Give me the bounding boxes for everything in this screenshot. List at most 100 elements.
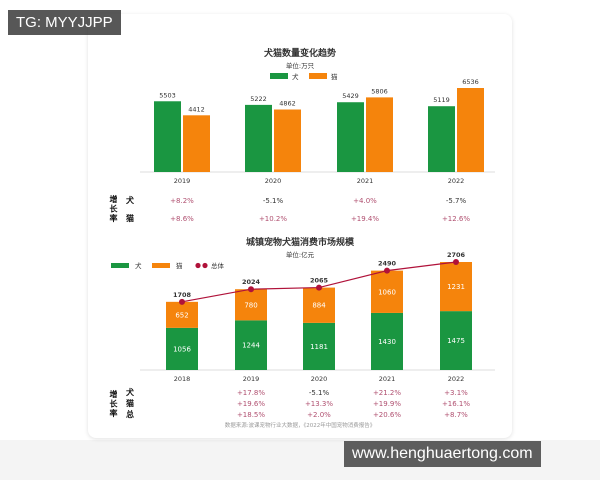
legend2-total-label: 总体 bbox=[211, 261, 225, 270]
total-label-2021: 2490 bbox=[378, 260, 397, 268]
growth-dog-2022: -5.7% bbox=[446, 197, 467, 205]
bar-label-dog-2021: 5429 bbox=[342, 92, 359, 100]
data-source-note: 数据来源:波课宠物行业大数据，《2022年中国宠物消费报告》 bbox=[225, 421, 376, 429]
stack-cat-2018 bbox=[166, 301, 198, 328]
growth2-total-2022: +8.7% bbox=[444, 411, 468, 419]
bar-label-dog-2020: 5222 bbox=[250, 95, 267, 103]
bar-label-dog-2019: 5503 bbox=[159, 91, 176, 99]
total-point-2019 bbox=[248, 286, 254, 293]
total-label-2020: 2065 bbox=[310, 277, 329, 285]
stack-dog-2018 bbox=[166, 327, 198, 370]
stack-cat-2020 bbox=[303, 287, 335, 323]
bar-cat-2022 bbox=[457, 88, 484, 172]
total-point-2021 bbox=[384, 267, 390, 274]
x2-tick-2018: 2018 bbox=[174, 375, 191, 383]
stack-cat-label-2018: 652 bbox=[175, 311, 188, 319]
chart2-growth-label: 增长率 bbox=[109, 390, 118, 419]
growth2-total-2020: +2.0% bbox=[307, 411, 331, 419]
growth2-total-2021: +20.6% bbox=[373, 411, 401, 419]
growth2-dog-2022: +3.1% bbox=[444, 389, 468, 397]
watermark-top-left: TG: MYYJJPP bbox=[8, 10, 121, 35]
x-tick-2019: 2019 bbox=[174, 177, 191, 185]
chart1-title: 犬猫数量变化趋势 bbox=[263, 47, 336, 59]
legend-cat-swatch bbox=[309, 73, 327, 79]
growth-row-label-dog: 犬 bbox=[125, 195, 134, 205]
bar-dog-2021 bbox=[337, 102, 364, 172]
growth2-row-label: 猫 bbox=[125, 398, 134, 408]
chart1-growth-label: 增长率 bbox=[109, 195, 118, 224]
bar-label-cat-2022: 6536 bbox=[462, 78, 479, 86]
x2-tick-2019: 2019 bbox=[243, 375, 260, 383]
growth-cat-2022: +12.6% bbox=[442, 215, 470, 223]
growth2-row-label: 总 bbox=[126, 409, 134, 419]
total-label-2018: 1708 bbox=[173, 291, 192, 299]
chart2-subtitle: 单位:亿元 bbox=[286, 250, 315, 259]
growth2-cat-2021: +19.9% bbox=[373, 400, 401, 408]
legend2-dog-label: 犬 bbox=[135, 261, 142, 270]
bar-label-cat-2019: 4412 bbox=[188, 105, 205, 113]
legend2-cat-swatch bbox=[152, 263, 170, 268]
legend-dog-label: 犬 bbox=[292, 72, 299, 81]
total-point-2020 bbox=[316, 284, 322, 291]
legend2-total-dot bbox=[195, 262, 201, 269]
total-label-2022: 2706 bbox=[447, 251, 466, 259]
legend2-total-dot bbox=[202, 262, 208, 269]
stack-dog-2022 bbox=[440, 311, 472, 370]
growth2-cat-2019: +19.6% bbox=[237, 400, 265, 408]
total-point-2018 bbox=[179, 298, 185, 305]
stack-cat-label-2019: 780 bbox=[244, 301, 257, 309]
growth2-row-label: 犬 bbox=[125, 387, 134, 397]
stack-dog-2019 bbox=[235, 320, 267, 370]
growth2-dog-2019: +17.8% bbox=[237, 389, 265, 397]
x2-tick-2020: 2020 bbox=[311, 375, 328, 383]
stack-dog-label-2020: 1181 bbox=[310, 343, 328, 351]
bar-dog-2019 bbox=[154, 101, 181, 172]
x2-tick-2022: 2022 bbox=[448, 375, 465, 383]
stack-cat-2022 bbox=[440, 262, 472, 312]
growth2-cat-2020: +13.3% bbox=[305, 400, 333, 408]
bar-cat-2019 bbox=[183, 115, 210, 172]
chart1-subtitle: 单位:万只 bbox=[286, 61, 315, 70]
stack-cat-2021 bbox=[371, 270, 403, 313]
growth-dog-2021: +4.0% bbox=[353, 197, 377, 205]
watermark-bottom-right: www.henghuaertong.com bbox=[344, 441, 541, 467]
stack-cat-label-2020: 884 bbox=[312, 302, 326, 310]
bar-cat-2021 bbox=[366, 97, 393, 172]
legend-cat-label: 猫 bbox=[331, 72, 338, 81]
growth2-total-2019: +18.5% bbox=[237, 411, 265, 419]
bar-dog-2022 bbox=[428, 106, 455, 172]
bar-cat-2020 bbox=[274, 109, 301, 172]
growth-dog-2019: +8.2% bbox=[170, 197, 194, 205]
legend-dog-swatch bbox=[270, 73, 288, 79]
growth-cat-2020: +10.2% bbox=[259, 215, 287, 223]
stack-dog-2020 bbox=[303, 322, 335, 370]
stack-dog-label-2022: 1475 bbox=[447, 337, 465, 345]
x2-tick-2021: 2021 bbox=[379, 375, 396, 383]
total-point-2022 bbox=[453, 259, 459, 265]
growth-row-label-cat: 猫 bbox=[125, 213, 134, 223]
growth-cat-2019: +8.6% bbox=[170, 215, 194, 223]
stack-cat-label-2021: 1060 bbox=[378, 288, 396, 296]
bar-label-dog-2022: 5119 bbox=[433, 96, 450, 104]
legend2-cat-label: 猫 bbox=[176, 261, 183, 270]
x-tick-2022: 2022 bbox=[448, 177, 465, 185]
stack-dog-label-2019: 1244 bbox=[242, 342, 260, 350]
growth-dog-2020: -5.1% bbox=[263, 197, 284, 205]
legend2-dog-swatch bbox=[111, 263, 129, 268]
growth2-cat-2022: +16.1% bbox=[442, 400, 470, 408]
growth2-dog-2021: +21.2% bbox=[373, 389, 401, 397]
growth-cat-2021: +19.4% bbox=[351, 215, 379, 223]
stack-dog-label-2018: 1056 bbox=[173, 345, 191, 353]
total-label-2019: 2024 bbox=[242, 278, 261, 286]
stack-cat-2019 bbox=[235, 289, 267, 321]
stack-dog-2021 bbox=[371, 312, 403, 370]
growth2-dog-2020: -5.1% bbox=[309, 389, 330, 397]
x-tick-2021: 2021 bbox=[357, 177, 374, 185]
bar-label-cat-2021: 5806 bbox=[371, 87, 388, 95]
stack-dog-label-2021: 1430 bbox=[378, 338, 396, 346]
bar-label-cat-2020: 4862 bbox=[279, 100, 296, 108]
chart2-title: 城镇宠物犬猫消费市场规模 bbox=[246, 236, 355, 248]
x-tick-2020: 2020 bbox=[265, 177, 282, 185]
stack-cat-label-2022: 1231 bbox=[447, 283, 465, 291]
